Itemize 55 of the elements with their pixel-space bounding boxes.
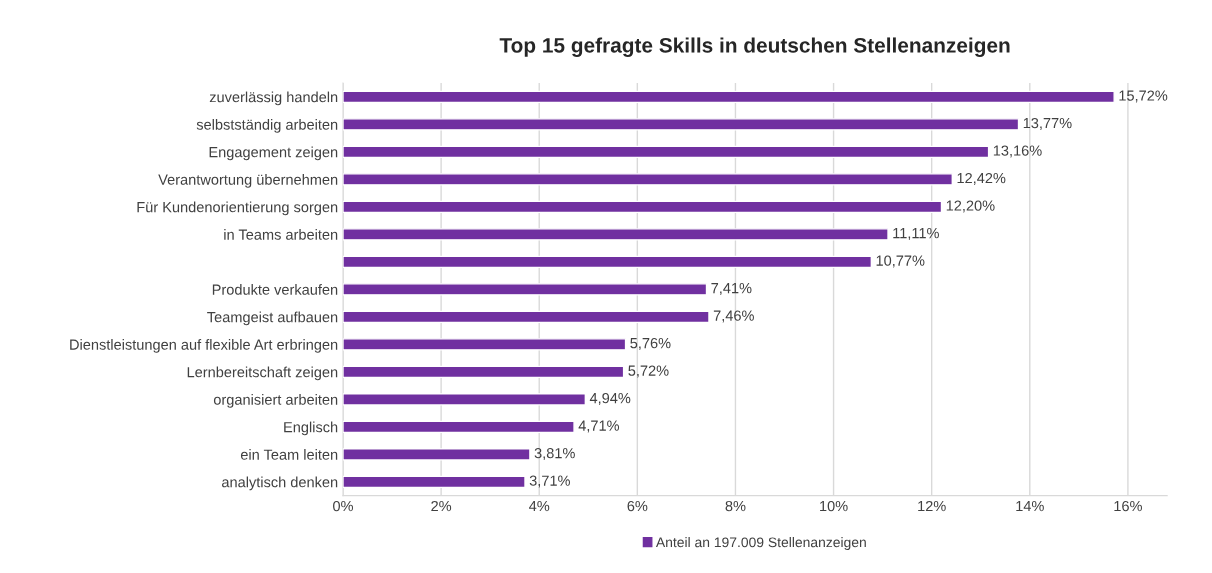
y-tick-label: Englisch: [284, 421, 338, 436]
data-label: 7,41%: [711, 283, 752, 295]
y-tick-label: Teamgeist aufbauen: [207, 311, 338, 326]
data-label: 3,71%: [529, 475, 570, 488]
bar: [343, 90, 1115, 104]
x-tick-label: 16%: [1114, 500, 1142, 512]
data-label: 5,72%: [628, 365, 669, 378]
x-tick-label: 4%: [529, 500, 550, 512]
x-tick-label: 14%: [1016, 500, 1044, 512]
data-label: 7,46%: [713, 310, 754, 323]
data-label: 13,77%: [1023, 117, 1072, 130]
bar: [343, 475, 526, 489]
bar: [343, 228, 889, 241]
y-tick-label: Für Kundenorientierung sorgen: [137, 201, 338, 216]
data-label: 4,94%: [589, 392, 631, 406]
chart-title: Top 15 gefragte Skills in deutschen Stellenanzeigen: [499, 37, 1010, 57]
data-label: 4,71%: [578, 420, 620, 433]
data-label: 12,42%: [957, 172, 1006, 185]
x-tick-label: 0%: [333, 500, 354, 512]
x-tick-label: 2%: [431, 500, 452, 512]
y-tick-label: Dienstleistungen auf flexible Art erbringen: [70, 339, 338, 353]
x-tick-label: 8%: [725, 500, 746, 512]
y-tick-label: selbstständig arbeiten: [196, 119, 338, 133]
data-label: 15,72%: [1119, 90, 1168, 103]
y-tick-label: Lernbereitschaft zeigen: [187, 366, 338, 381]
bar: [343, 448, 531, 461]
bar: [343, 393, 587, 406]
data-label: 11,11%: [893, 228, 939, 240]
bar: [343, 365, 625, 379]
bar: [343, 173, 953, 186]
y-tick-label: ein Team leiten: [240, 449, 338, 460]
y-tick-label: Verantwortung übernehmen: [158, 174, 338, 188]
bar: [343, 310, 710, 324]
bar: [343, 283, 708, 296]
x-tick-label: 6%: [627, 500, 648, 512]
bar: [343, 255, 873, 269]
bar: [343, 200, 943, 214]
y-tick-label: organisiert arbeiten: [213, 394, 338, 408]
data-label: 10,77%: [876, 255, 925, 268]
y-tick-label: Produkte verkaufen: [212, 284, 338, 295]
y-tick-label: Engagement zeigen: [209, 146, 338, 161]
x-tick-label: 12%: [918, 500, 946, 512]
legend-label: Anteil an 197.009 Stellenanzeigen: [655, 537, 866, 550]
data-label: 12,20%: [946, 200, 995, 213]
bar: [343, 145, 990, 159]
data-label: 13,16%: [993, 145, 1042, 158]
bar: [343, 118, 1020, 131]
x-tick-label: 10%: [820, 500, 848, 512]
y-tick-label: analytisch denken: [222, 476, 338, 491]
bar: [343, 338, 627, 351]
data-label: 5,76%: [630, 337, 671, 351]
y-tick-label: in Teams arbeiten: [224, 229, 338, 240]
y-tick-label: zuverlässig handeln: [209, 91, 338, 106]
bar: [343, 420, 575, 434]
data-label: 3,81%: [534, 447, 575, 461]
